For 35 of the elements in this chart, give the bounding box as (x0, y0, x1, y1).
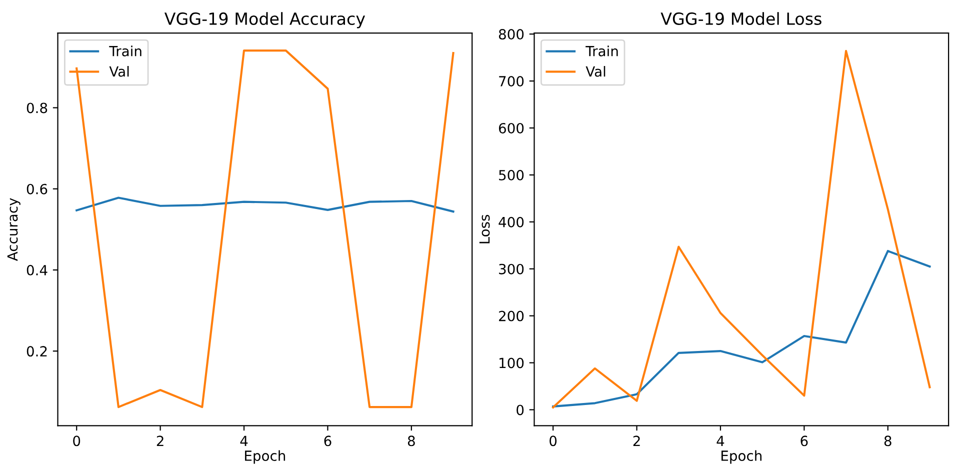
legend-label: Train (109, 46, 142, 56)
x-tick-label: 4 (716, 436, 724, 446)
y-tick-label: 0.6 (26, 184, 48, 194)
y-tick-label: 0.2 (26, 346, 47, 357)
x-tick-label: 0 (550, 436, 557, 446)
line-series (76, 196, 454, 213)
y-tick-label: 600 (498, 122, 524, 134)
x-tick-label: 2 (633, 436, 640, 446)
x-tick-label: 6 (800, 436, 808, 446)
legend-label: Val (109, 66, 129, 77)
y-tick-label: 200 (499, 310, 524, 322)
x-tick-label: 4 (240, 436, 248, 446)
y-tick-label: 400 (498, 216, 524, 228)
y-tick-label: 300 (499, 264, 524, 274)
chart-title: VGG-19 Model Loss (660, 12, 822, 26)
x-axis-title: Epoch (245, 450, 286, 464)
y-axis-title: Loss (479, 214, 490, 244)
x-tick-label: 8 (408, 436, 415, 446)
legend-label: Train (586, 46, 618, 56)
x-tick-label: 2 (156, 436, 164, 446)
y-tick-label: 0 (516, 404, 524, 416)
y-tick-label: 700 (499, 76, 524, 86)
y-tick-label: 0.4 (26, 264, 48, 276)
y-tick-label: 500 (499, 170, 524, 180)
chart-title: VGG-19 Model Accuracy (164, 12, 366, 28)
x-axis-title: Epoch (721, 450, 762, 464)
x-tick-label: 8 (884, 436, 892, 446)
x-tick-label: 0 (73, 436, 80, 446)
y-tick-label: 100 (500, 358, 524, 368)
legend-label: Val (586, 66, 606, 77)
y-tick-label: 800 (498, 29, 524, 40)
x-tick-label: 6 (324, 436, 332, 446)
y-axis-title: Accuracy (7, 198, 20, 261)
y-tick-label: 0.8 (26, 102, 48, 114)
line-series (552, 250, 931, 408)
